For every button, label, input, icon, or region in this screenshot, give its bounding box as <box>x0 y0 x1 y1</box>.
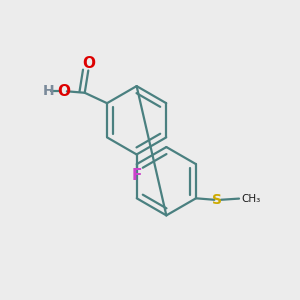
Text: O: O <box>82 56 95 71</box>
Text: CH₃: CH₃ <box>241 194 260 204</box>
Text: H: H <box>43 84 54 98</box>
Text: O: O <box>57 84 70 99</box>
Text: S: S <box>212 193 222 207</box>
Text: F: F <box>131 168 142 183</box>
